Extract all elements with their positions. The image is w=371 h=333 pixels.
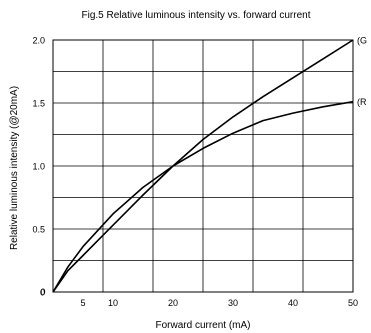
- y-tick-label: 2.0: [32, 36, 45, 46]
- y-tick-label: 1.5: [32, 99, 45, 109]
- series-label: (R: [357, 97, 367, 107]
- plot-frame: [52, 39, 354, 293]
- series-line-g: [52, 39, 354, 293]
- x-tick-label: 30: [228, 298, 238, 308]
- series-lines: (G (R: [52, 36, 367, 293]
- chart-title: Fig.5 Relative luminous intensity vs. fo…: [82, 10, 311, 21]
- x-tick-label: 40: [288, 298, 298, 308]
- x-axis-label: Forward current (mA): [155, 320, 250, 331]
- x-tick-label: 0: [40, 287, 45, 297]
- y-axis-ticks: 0 0.5 1.0 1.5 2.0: [32, 36, 45, 298]
- x-tick-label: 10: [108, 298, 118, 308]
- y-axis-label: Relative luminous intensity (@20mA): [9, 86, 20, 250]
- y-tick-label: 0: [40, 288, 45, 298]
- x-tick-label: 20: [168, 298, 178, 308]
- x-axis-ticks: 0 5 10 20 30 40 50: [40, 287, 358, 308]
- y-tick-label: 1.0: [32, 162, 45, 172]
- x-tick-label: 50: [348, 298, 358, 308]
- series-line-r: [52, 100, 354, 293]
- y-tick-label: 0.5: [32, 225, 45, 235]
- x-tick-label: 5: [80, 298, 85, 308]
- grid-lines: [53, 40, 353, 292]
- series-label: (G: [357, 36, 367, 46]
